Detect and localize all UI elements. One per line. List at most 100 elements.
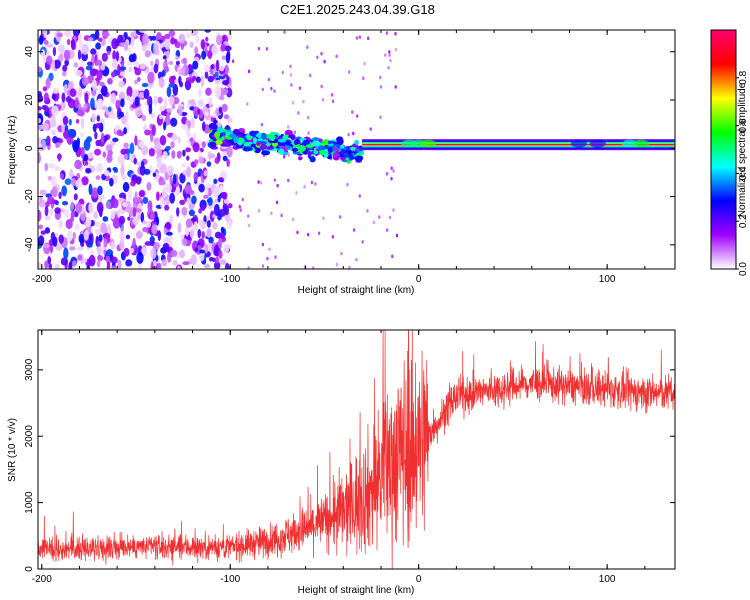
spectrogram-cell: [73, 193, 78, 201]
spectrogram-cell: [63, 49, 71, 61]
spectrogram-cell: [201, 121, 206, 132]
spectrogram-cell: [179, 199, 186, 206]
spectrogram-cell: [361, 240, 364, 244]
spectrogram-cell: [214, 79, 222, 86]
spectrogram-cell: [206, 220, 211, 228]
spectrogram-cell: [61, 201, 69, 206]
spectrogram-cell: [327, 146, 333, 154]
spectrogram-cell: [259, 141, 268, 145]
spectrogram-cell: [44, 227, 51, 234]
spectrogram-x-ticks: -200 -100 0 100: [32, 30, 646, 285]
spectrogram-cell: [171, 133, 178, 141]
spectrogram-cell: [62, 115, 69, 126]
spectrogram-cell: [307, 115, 310, 120]
spectrogram-cell: [107, 106, 112, 112]
spectrogram-cell: [179, 172, 186, 184]
spectrogram-cell: [287, 125, 290, 129]
spectrogram-cell: [355, 257, 358, 262]
spectrogram-cell: [122, 181, 130, 193]
spectrogram-cell: [60, 100, 66, 111]
spectrogram-cell: [141, 82, 149, 88]
y-tick-label: 2000: [24, 425, 35, 448]
spectrogram-cell: [166, 252, 172, 263]
spectrogram-cell: [207, 187, 213, 197]
spectrogram-cell: [148, 103, 153, 115]
spectrogram-cell: [62, 64, 68, 72]
spectrogram-cell: [203, 194, 209, 199]
spectrogram-cell: [277, 138, 287, 143]
spectrogram-cell: [214, 85, 222, 98]
spectrogram-cell: [135, 230, 143, 239]
spectrogram-cell: [111, 198, 119, 209]
spectrogram-cell: [320, 51, 323, 56]
spectrogram-cell: [74, 159, 82, 170]
spectrogram-cell: [72, 139, 80, 150]
spectrogram-cell: [352, 228, 356, 232]
spectrogram-cell: [367, 36, 370, 41]
spectrogram-cell: [126, 95, 131, 101]
spectrogram-cell: [201, 50, 207, 60]
y-tick-label: -20: [24, 189, 35, 204]
spectrogram-cell: [134, 191, 138, 203]
spectrogram-cell: [136, 251, 144, 264]
spectrogram-cell: [385, 172, 389, 176]
spectrogram-cell: [220, 226, 225, 233]
spectrogram-cell: [38, 224, 44, 230]
spectrogram-cell: [193, 171, 199, 182]
spectrogram-cell: [295, 138, 300, 145]
spectrogram-cell: [109, 177, 114, 187]
spectrogram-cell: [185, 218, 193, 228]
spectrogram-cell: [151, 35, 157, 41]
spectrogram-cell: [110, 140, 116, 147]
spectrogram-cell: [94, 148, 102, 156]
spectrogram-cell: [350, 146, 356, 151]
spectrogram-cell: [118, 208, 124, 214]
colorbar-ticks: 0.0 0.2 0.4 0.6 0.8: [736, 70, 749, 276]
spectrogram-cell: [77, 49, 82, 60]
spectrogram-cell: [270, 86, 273, 91]
spectrogram-cell: [88, 201, 94, 214]
spectrogram-cell: [336, 138, 344, 145]
spectrogram-cell: [88, 183, 93, 196]
spectrogram-cell: [146, 182, 152, 191]
spectrogram-cell: [198, 88, 202, 97]
spectrogram-cell: [276, 183, 279, 188]
spectrogram-cell: [278, 148, 285, 155]
spectrogram-cell: [101, 52, 108, 62]
spectrogram-cell: [64, 59, 70, 67]
x-tick-label: -200: [32, 274, 52, 285]
spectrogram-cell: [81, 43, 89, 55]
spectrogram-cell: [144, 50, 151, 58]
spectrogram-cell: [128, 66, 133, 73]
spectrogram-cell: [120, 148, 128, 155]
spectrogram-cell: [197, 100, 205, 108]
spectrogram-cell: [83, 103, 88, 110]
spectrogram-cell: [84, 161, 89, 166]
spectrogram-cell: [63, 83, 68, 94]
spectrogram-cell: [97, 84, 101, 92]
spectrogram-cell: [64, 209, 70, 218]
spectrogram-cell: [169, 192, 176, 204]
spectrogram-cell: [215, 139, 223, 145]
spectrogram-cell: [257, 208, 261, 213]
spectrogram-cell: [77, 254, 83, 261]
spectrogram-cell: [101, 173, 107, 181]
spectrogram-cell: [68, 118, 72, 126]
spectrogram-cell: [283, 30, 286, 34]
spectrogram-cell: [348, 70, 351, 74]
spectrogram-cell: [175, 55, 179, 61]
spectrogram-cell: [281, 70, 285, 75]
spectrogram-cell: [46, 55, 53, 66]
spectrogram-cell: [150, 60, 154, 67]
spectrogram-cell: [388, 215, 392, 220]
spectrogram-cell: [204, 30, 212, 33]
spectrogram-cell: [38, 94, 44, 103]
spectrogram-cell: [205, 186, 209, 198]
spectrogram-cell: [72, 260, 77, 267]
spectrogram-cell: [96, 259, 101, 268]
spectrogram-cell: [195, 76, 201, 83]
x-tick-label: -100: [220, 274, 240, 285]
spectrogram-cell: [88, 37, 94, 42]
spectrogram-cell: [307, 150, 312, 157]
spectrogram-cell: [150, 247, 157, 259]
